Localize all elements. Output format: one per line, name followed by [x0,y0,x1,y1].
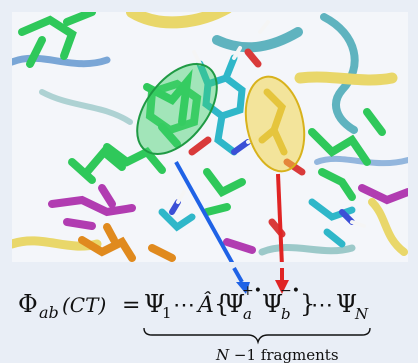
ribbon-blue-left [12,54,111,68]
underbrace [143,327,371,345]
equals-sign: = [122,293,140,318]
fragment-a-highlight [136,63,218,155]
red-arrow-head [275,280,289,294]
lhs-symbol: Φ [18,290,38,318]
open-brace: { [214,290,229,318]
close-brace: } [300,290,315,318]
psi-last: Ψ [336,290,357,318]
ribbon-teal-top [212,27,303,53]
underbrace-label-n: N [215,346,230,363]
psi-first-subscript: 1 [162,304,172,322]
psi-a-superscript: +• [242,283,262,299]
ribbon-teal-right [320,13,359,134]
green-ring-left [145,79,202,135]
psi-last-subscript: N [354,305,369,323]
magenta-molecule-cluster [48,184,408,254]
ribbon-blue-mid [314,155,408,167]
psi-first: Ψ [144,290,165,318]
dots-left: ⋯ [173,293,195,318]
molecular-scene-canvas [12,12,408,262]
green-molecule-cluster [18,12,386,216]
red-arrow [276,173,284,262]
molecular-scene [12,12,408,262]
lhs-subscript: ab [39,303,59,322]
ribbon-cyan-bottom [258,244,356,256]
ribbon-cyan-left [39,89,133,125]
underbrace-label: N −1 fragments [215,346,339,363]
equation-panel: Φ ab (CT) = Ψ 1 ⋯ Â { Ψ a +• Ψ b −• } ⋯ … [10,267,410,363]
ribbon-yellow-right [294,71,398,86]
blue-arrow-head [236,282,250,294]
psi-a: Ψ [224,290,245,318]
blue-arrow [174,161,235,262]
ribbon-yellow-top [126,12,232,29]
lhs-argument: (CT) [62,293,106,317]
blue-arrow-tail [232,267,244,283]
underbrace-label-rest: −1 fragments [229,346,338,363]
psi-a-subscript: a [243,305,252,323]
antisymmetrizer-operator: Â [196,291,214,318]
equation-canvas: Φ ab (CT) = Ψ 1 ⋯ Â { Ψ a +• Ψ b −• } ⋯ … [18,267,371,363]
psi-b: Ψ [262,290,283,318]
ribbon-yellow-bottom-right [368,198,408,256]
dots-right: ⋯ [311,293,333,318]
psi-b-superscript: −• [280,283,300,299]
fragment-b-molecule [258,88,288,156]
orange-molecule-cluster [78,223,176,262]
psi-b-subscript: b [281,305,291,323]
